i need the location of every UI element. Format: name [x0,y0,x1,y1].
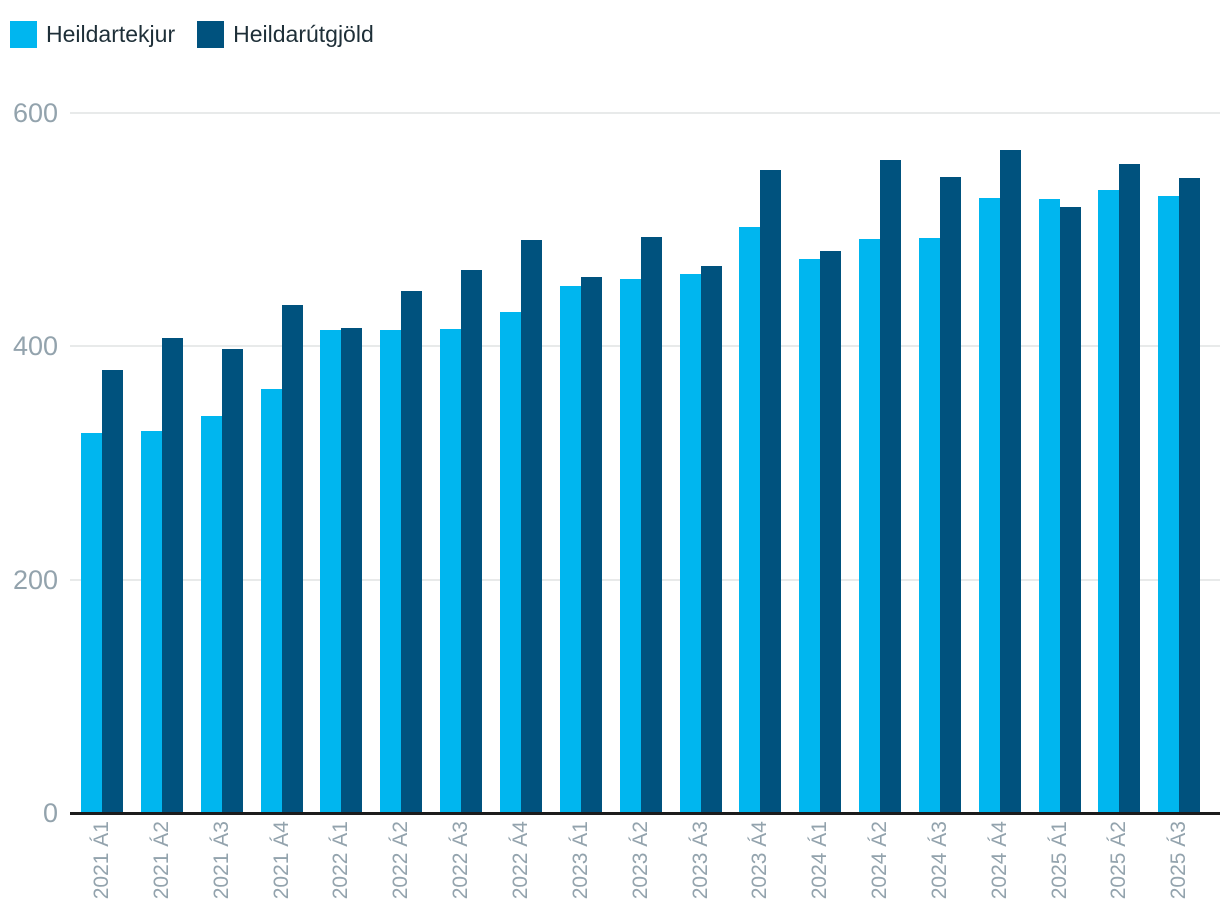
x-tick-label-2022-a4: 2022 Á4 [509,821,532,900]
bar-heildarutgjold-2021-a1[interactable] [102,370,123,813]
bar-heildarutgjold-2021-a3[interactable] [222,349,243,813]
bar-heildarutgjold-2022-a4[interactable] [521,240,542,813]
bar-heildarutgjold-2021-a4[interactable] [282,305,303,813]
y-tick-label-400: 400 [12,331,58,361]
bar-heildarutgjold-2022-a1[interactable] [341,328,362,813]
legend-item-heildartekjur[interactable]: Heildartekjur [10,21,175,48]
legend-label-heildarutgjold: Heildarútgjöld [233,21,374,47]
legend-label-heildartekjur: Heildartekjur [46,21,176,47]
x-tick-label-2023-a1: 2023 Á1 [569,821,592,900]
x-tick-label-2025-a3: 2025 Á3 [1167,821,1190,900]
y-tick-label-200: 200 [12,565,58,595]
bar-heildartekjur-2025-a2[interactable] [1098,190,1119,813]
bar-heildarutgjold-2025-a2[interactable] [1119,164,1140,813]
bar-heildartekjur-2022-a1[interactable] [320,330,341,813]
x-tick-label-2024-a4: 2024 Á4 [988,821,1011,900]
bar-heildarutgjold-2025-a1[interactable] [1060,207,1081,813]
x-tick-label-2024-a2: 2024 Á2 [868,821,891,900]
legend-swatch-heildartekjur [10,21,37,48]
bar-heildartekjur-2025-a3[interactable] [1158,196,1179,813]
bar-heildartekjur-2023-a1[interactable] [560,286,581,813]
legend: Heildartekjur Heildarútgjöld [10,21,374,48]
x-tick-label-2025-a2: 2025 Á2 [1107,821,1130,900]
bar-heildarutgjold-2021-a2[interactable] [162,338,183,813]
bar-heildartekjur-2021-a4[interactable] [261,389,282,813]
bar-heildarutgjold-2022-a2[interactable] [401,291,422,813]
y-tick-label-600: 600 [12,98,58,128]
x-tick-label-2021-a1: 2021 Á1 [90,821,113,900]
x-axis-line [70,812,1220,815]
x-tick-label-2022-a1: 2022 Á1 [329,821,352,900]
bar-heildarutgjold-2023-a3[interactable] [701,266,722,813]
bar-heildarutgjold-2022-a3[interactable] [461,270,482,813]
bar-heildartekjur-2022-a2[interactable] [380,330,401,813]
bar-heildartekjur-2021-a2[interactable] [141,431,162,813]
bar-heildartekjur-2024-a1[interactable] [799,259,820,813]
x-tick-label-2023-a4: 2023 Á4 [748,821,771,900]
bar-heildartekjur-2023-a4[interactable] [739,227,760,813]
bar-heildartekjur-2021-a3[interactable] [201,416,222,813]
x-tick-label-2024-a1: 2024 Á1 [808,821,831,900]
x-tick-label-2021-a4: 2021 Á4 [270,821,293,900]
legend-swatch-heildarutgjold [197,21,225,48]
bar-heildartekjur-2023-a2[interactable] [620,279,641,813]
legend-item-heildarutgjold[interactable]: Heildarútgjöld [197,21,374,48]
bar-heildartekjur-2025-a1[interactable] [1039,199,1060,813]
bar-heildartekjur-2023-a3[interactable] [680,274,701,813]
bar-heildartekjur-2022-a3[interactable] [440,329,461,813]
bar-heildarutgjold-2023-a2[interactable] [641,237,662,813]
bar-heildartekjur-2024-a3[interactable] [919,238,940,813]
bar-heildarutgjold-2024-a3[interactable] [940,177,961,813]
bar-heildartekjur-2022-a4[interactable] [500,312,521,813]
x-tick-label-2022-a3: 2022 Á3 [449,821,472,900]
x-tick-label-2024-a3: 2024 Á3 [928,821,951,900]
bar-heildartekjur-2024-a4[interactable] [979,198,1000,813]
x-tick-label-2021-a2: 2021 Á2 [150,821,173,900]
x-tick-label-2021-a3: 2021 Á3 [210,821,233,900]
bar-heildarutgjold-2023-a1[interactable] [581,277,602,813]
bar-heildarutgjold-2024-a2[interactable] [880,160,901,813]
x-tick-label-2025-a1: 2025 Á1 [1048,821,1071,900]
bar-heildarutgjold-2024-a4[interactable] [1000,150,1021,813]
bar-heildarutgjold-2023-a4[interactable] [760,170,781,813]
bar-heildarutgjold-2025-a3[interactable] [1179,178,1200,813]
y-tick-label-0: 0 [42,798,58,828]
bar-heildarutgjold-2024-a1[interactable] [820,251,841,813]
bar-heildartekjur-2024-a2[interactable] [859,239,880,813]
x-tick-label-2022-a2: 2022 Á2 [389,821,412,900]
gridline-600 [70,112,1220,114]
bar-heildartekjur-2021-a1[interactable] [81,433,102,813]
x-tick-label-2023-a2: 2023 Á2 [629,821,652,900]
x-tick-label-2023-a3: 2023 Á3 [689,821,712,900]
